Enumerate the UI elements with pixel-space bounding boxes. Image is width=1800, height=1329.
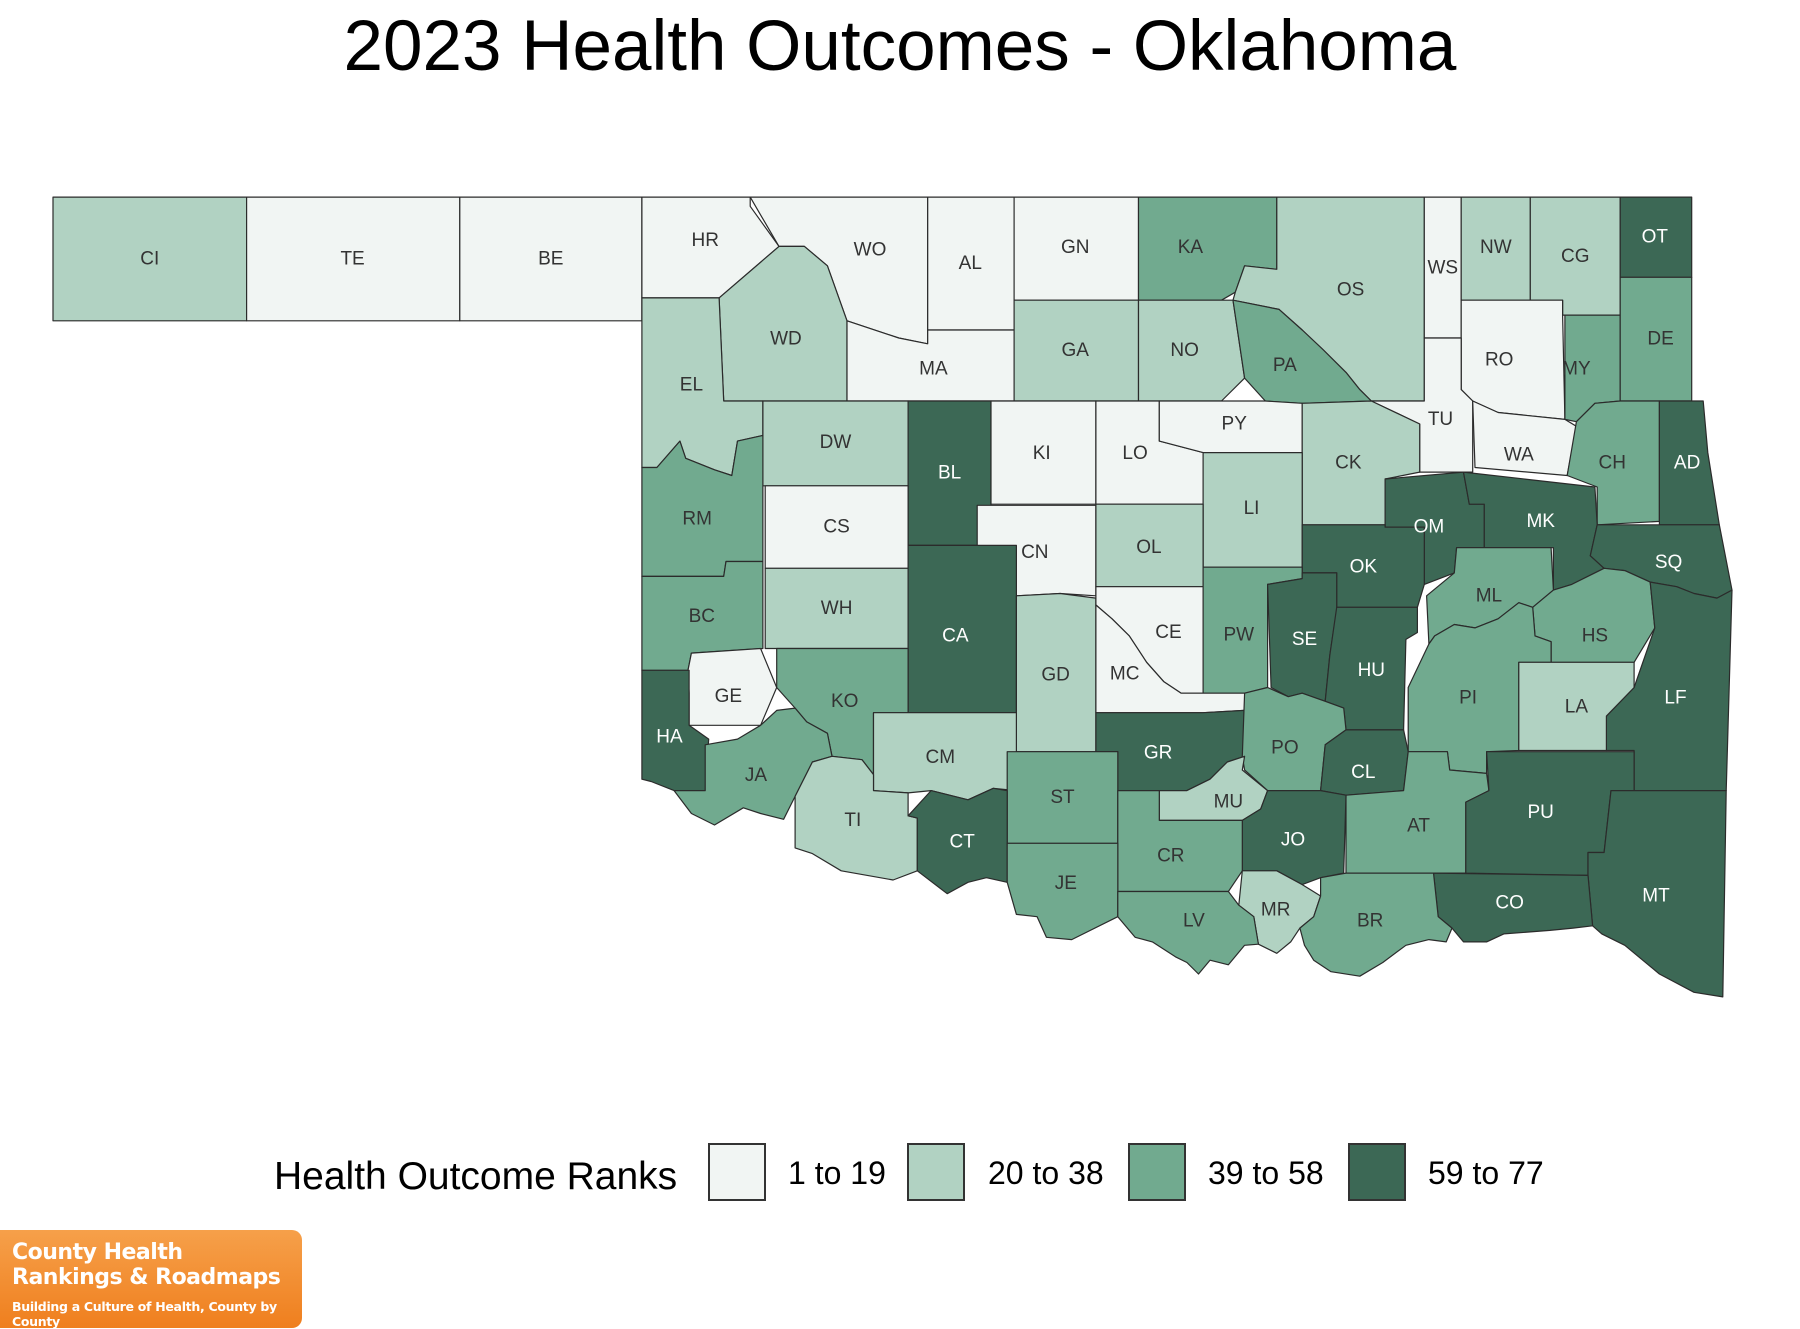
legend-swatch-4 [1348,1143,1406,1201]
county-label-ck: CK [1335,452,1362,473]
county-label-al: AL [959,253,982,274]
county-label-lv: LV [1183,911,1205,932]
county-label-mu: MU [1214,792,1244,813]
county-label-cn: CN [1021,542,1048,563]
logo-tagline: Building a Culture of Health, County by … [12,1299,302,1329]
county-label-sq: SQ [1655,552,1682,573]
oklahoma-county-map: CI TE BE HR WO AL GN KA OS WS NW CG OT WD MA GA NO PA RO MY… [0,0,1800,1140]
county-label-cs: CS [823,517,849,538]
county-label-hs: HS [1582,625,1608,646]
county-label-co: CO [1495,892,1524,913]
county-label-mk: MK [1526,511,1555,532]
county-label-om: OM [1414,517,1445,538]
county-label-de: DE [1647,329,1673,350]
county-label-hu: HU [1358,660,1385,681]
county-label-pa: PA [1273,355,1297,376]
county-label-se: SE [1292,629,1317,650]
county-label-tu: TU [1428,409,1453,430]
county-label-ka: KA [1178,237,1204,258]
legend-title: Health Outcome Ranks [274,1155,677,1199]
county-label-wo: WO [854,239,887,260]
county-label-po: PO [1271,738,1298,759]
county-label-ti: TI [844,810,861,831]
county-label-mr: MR [1261,899,1291,920]
county-label-te: TE [340,249,364,270]
county-label-st: ST [1050,787,1075,808]
legend-label-2: 20 to 38 [988,1155,1104,1192]
county-label-cg: CG [1561,246,1590,267]
county-label-ko: KO [831,691,858,712]
county-label-wa: WA [1504,444,1534,465]
county-label-lf: LF [1664,687,1686,708]
county-label-cr: CR [1157,845,1184,866]
county-label-at: AT [1407,816,1430,837]
county-label-ws: WS [1427,258,1458,279]
county-label-rm: RM [682,509,712,530]
county-label-bl: BL [938,463,961,484]
county-label-wd: WD [770,329,802,350]
legend: Health Outcome Ranks 1 to 19 20 to 38 39… [0,1143,1800,1205]
county-label-ca: CA [942,625,969,646]
county-label-ce: CE [1155,622,1181,643]
county-label-ga: GA [1061,340,1089,361]
county-label-ct: CT [950,832,976,853]
county-label-br: BR [1357,911,1383,932]
county-label-bc: BC [689,606,715,627]
logo-line1: County Health [12,1240,302,1265]
county-health-rankings-logo: County Health Rankings & Roadmaps Buildi… [0,1230,302,1328]
county-label-cl: CL [1351,762,1375,783]
county-label-el: EL [680,375,703,396]
county-label-os: OS [1337,279,1364,300]
county-label-cm: CM [926,747,956,768]
county-label-nw: NW [1480,237,1512,258]
county-label-lo: LO [1122,443,1147,464]
county-label-ci: CI [140,249,159,270]
county-label-jo: JO [1281,829,1305,850]
legend-swatch-2 [907,1143,965,1201]
county-label-ha: HA [656,726,683,747]
county-label-ki: KI [1033,443,1051,464]
legend-label-3: 39 to 58 [1208,1155,1324,1192]
county-label-dw: DW [820,432,852,453]
county-lv [1118,892,1259,975]
county-label-ot: OT [1642,227,1669,248]
legend-swatch-1 [708,1143,766,1201]
legend-label-1: 1 to 19 [788,1155,886,1192]
county-label-ml: ML [1476,585,1502,606]
county-label-ok: OK [1350,557,1378,578]
county-label-ol: OL [1136,537,1161,558]
county-label-pu: PU [1527,802,1553,823]
county-label-pw: PW [1223,624,1254,645]
county-label-wh: WH [821,598,853,619]
county-label-mt: MT [1642,886,1670,907]
county-label-py: PY [1222,414,1248,435]
county-label-my: MY [1562,359,1591,380]
legend-swatch-3 [1128,1143,1186,1201]
county-label-ma: MA [919,359,948,380]
county-label-mc: MC [1110,663,1140,684]
county-label-be: BE [538,249,563,270]
county-label-li: LI [1244,498,1260,519]
county-label-ch: CH [1598,452,1625,473]
county-label-pi: PI [1459,687,1477,708]
county-label-ro: RO [1485,349,1514,370]
county-label-je: JE [1055,873,1077,894]
county-label-ge: GE [715,686,742,707]
legend-label-4: 59 to 77 [1428,1155,1544,1192]
county-label-hr: HR [691,230,718,251]
logo-line2: Rankings & Roadmaps [12,1265,302,1290]
county-label-ja: JA [745,765,768,786]
county-label-gd: GD [1041,664,1070,685]
county-label-la: LA [1565,697,1589,718]
county-label-gr: GR [1144,742,1173,763]
county-label-gn: GN [1061,237,1090,258]
county-label-no: NO [1170,340,1199,361]
county-label-ad: AD [1674,452,1700,473]
